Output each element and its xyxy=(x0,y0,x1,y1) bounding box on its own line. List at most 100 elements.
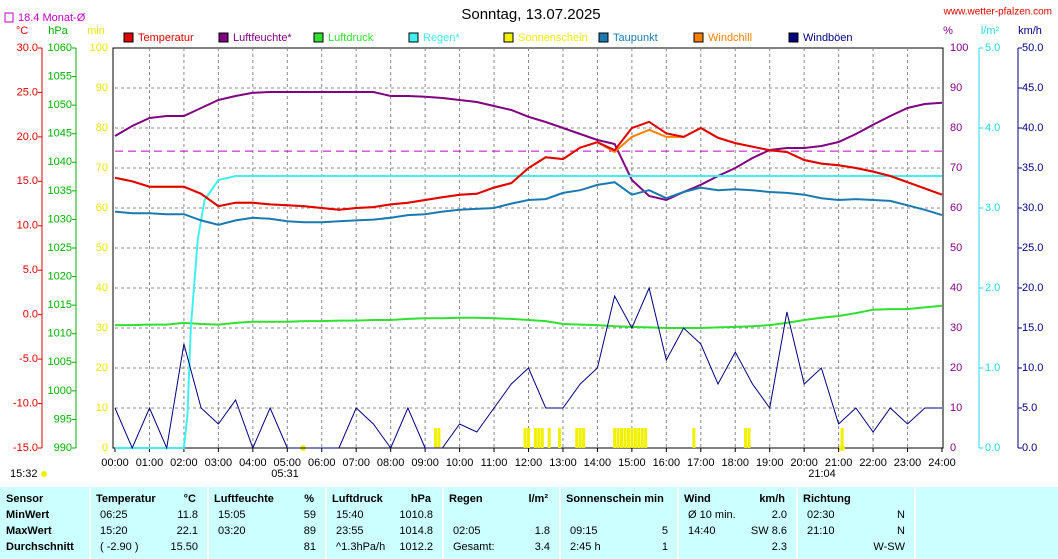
y-tick-label: -15.0 xyxy=(13,442,38,454)
avg-icon xyxy=(4,12,14,23)
table-cell: 14:40 xyxy=(688,525,716,537)
y-tick-label: 40.0 xyxy=(1022,122,1043,134)
sun-icon xyxy=(41,471,47,477)
y-tick-label: -5.0 xyxy=(19,353,38,365)
y-tick-label: 30.0 xyxy=(1022,202,1043,214)
table-cell: 21:10 xyxy=(807,525,835,537)
y-tick-label: 1.0 xyxy=(985,362,1000,374)
table-cell: ( -2.90 ) xyxy=(100,541,139,553)
table-row-label: Durchschnitt xyxy=(6,541,74,553)
series-line xyxy=(115,175,942,449)
legend-label: Sonnenschein xyxy=(518,32,588,44)
table-cell: 89 xyxy=(304,525,316,537)
y-tick-label: 60 xyxy=(950,202,962,214)
y-tick-label: 15.0 xyxy=(1022,322,1043,334)
legend-label: Luftdruck xyxy=(328,32,374,44)
table-header: Luftdruck xyxy=(332,493,384,505)
y-tick-label: 10.0 xyxy=(1022,362,1043,374)
table-unit: km/h xyxy=(759,493,785,505)
x-tick-label: 06:00 xyxy=(308,457,336,469)
sunshine-bar xyxy=(575,428,579,448)
table-unit: l/m² xyxy=(528,493,548,505)
x-tick-label: 23:00 xyxy=(894,457,922,469)
sunshine-bar xyxy=(613,428,617,448)
table-cell: 5 xyxy=(662,525,668,537)
table-cell: 15.50 xyxy=(170,541,198,553)
y-tick-label: 50 xyxy=(950,242,962,254)
table-row-label: MinWert xyxy=(6,509,50,521)
x-tick-label: 18:00 xyxy=(721,457,749,469)
y-tick-label: 20.0 xyxy=(1022,282,1043,294)
y-tick-label: 80 xyxy=(950,122,962,134)
y-tick-label: 100 xyxy=(90,42,108,54)
legend-swatch xyxy=(218,32,229,43)
table-cell: 81 xyxy=(304,541,316,553)
y-tick-label: 80 xyxy=(96,122,108,134)
y-tick-label: 1010 xyxy=(48,328,72,340)
sunshine-bar xyxy=(578,428,582,448)
y-tick-label: 25.0 xyxy=(17,86,38,98)
x-tick-label: 04:00 xyxy=(239,457,267,469)
legend-label: Temperatur xyxy=(138,32,194,44)
legend-swatch xyxy=(503,32,514,43)
x-tick-label: 03:00 xyxy=(205,457,233,469)
x-tick-label: 17:00 xyxy=(687,457,715,469)
axis-unit: km/h xyxy=(1018,25,1042,37)
y-tick-label: 50 xyxy=(96,242,108,254)
y-tick-label: 30 xyxy=(950,322,962,334)
table-cell: 02:30 xyxy=(807,509,835,521)
x-tick-label: 24:00 xyxy=(928,457,956,469)
table-cell: 11.8 xyxy=(177,509,198,521)
sunshine-bar xyxy=(623,428,627,448)
table-unit: °C xyxy=(184,493,196,505)
y-tick-label: 15.0 xyxy=(17,175,38,187)
x-tick-label: 11:00 xyxy=(481,457,508,469)
table-header: Sonnenschein min xyxy=(566,493,664,505)
x-tick-label: 02:00 xyxy=(170,457,198,469)
sunshine-bar xyxy=(637,428,641,448)
sunshine-bar xyxy=(616,428,620,448)
y-tick-label: 90 xyxy=(96,82,108,94)
y-tick-label: 90 xyxy=(950,82,962,94)
y-tick-label: 1000 xyxy=(48,385,72,397)
y-tick-label: -10.0 xyxy=(13,397,38,409)
y-tick-label: 30 xyxy=(96,322,108,334)
y-tick-label: 1015 xyxy=(48,299,72,311)
sunset: 21:04 xyxy=(808,468,836,480)
y-tick-label: 10 xyxy=(96,402,108,414)
legend-label: Windchill xyxy=(708,32,752,44)
x-tick-label: 01:00 xyxy=(136,457,164,469)
table-header: Regen xyxy=(449,493,483,505)
table-cell: 1012.2 xyxy=(399,541,433,553)
table-cell: 1014.8 xyxy=(399,525,433,537)
y-tick-label: 20 xyxy=(950,362,962,374)
sunrise: 05:31 xyxy=(271,468,299,480)
time-note: 15:32 xyxy=(10,468,38,480)
y-tick-label: 40 xyxy=(96,282,108,294)
legend-label: Regen* xyxy=(423,32,460,44)
y-tick-label: 5.0 xyxy=(985,42,1000,54)
y-tick-label: 30.0 xyxy=(17,42,38,54)
y-tick-label: 1040 xyxy=(48,156,72,168)
y-tick-label: 2.0 xyxy=(985,282,1000,294)
table-unit: hPa xyxy=(411,493,432,505)
table-cell: 2.3 xyxy=(772,541,787,553)
y-tick-label: 5.0 xyxy=(1022,402,1037,414)
legend-label: Windböen xyxy=(803,32,853,44)
source: www.wetter-pfalzen.com xyxy=(943,7,1052,18)
y-tick-label: 0.0 xyxy=(23,309,38,321)
table-cell: 2.0 xyxy=(772,509,787,521)
table-cell: Gesamt: xyxy=(453,541,495,553)
axis-unit: min xyxy=(87,25,105,37)
table-cell: W-SW xyxy=(873,541,905,553)
y-tick-label: 1020 xyxy=(48,270,72,282)
y-tick-label: 0.0 xyxy=(985,442,1000,454)
y-tick-label: 35.0 xyxy=(1022,162,1043,174)
sunshine-bar xyxy=(630,428,634,448)
y-tick-label: 0.0 xyxy=(1022,442,1037,454)
table-cell: 59 xyxy=(304,509,316,521)
table-cell: 02:05 xyxy=(453,525,481,537)
y-tick-label: 40 xyxy=(950,282,962,294)
x-tick-label: 10:00 xyxy=(446,457,474,469)
